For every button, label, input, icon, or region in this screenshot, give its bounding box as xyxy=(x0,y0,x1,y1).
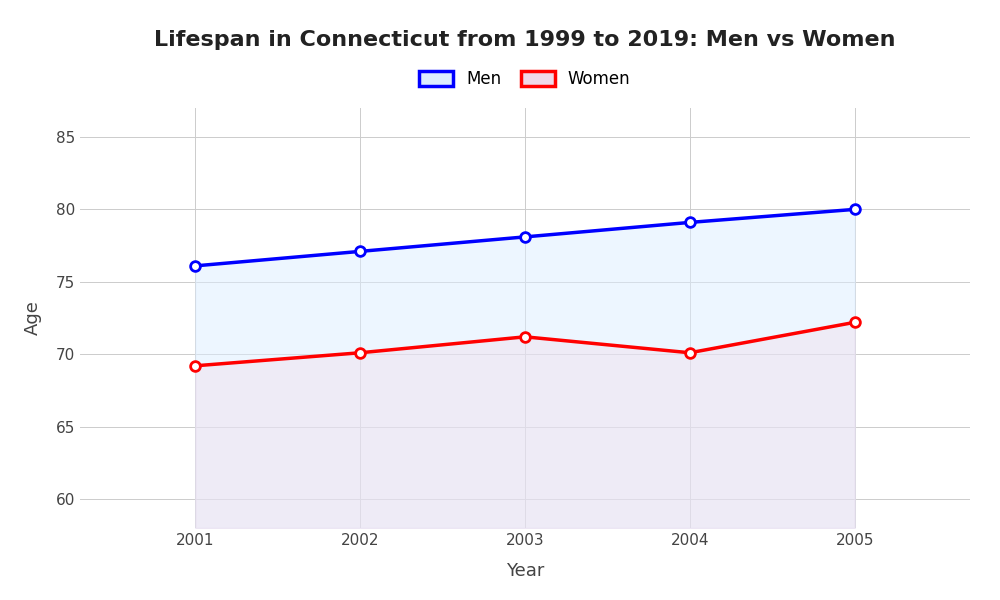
Legend: Men, Women: Men, Women xyxy=(411,62,639,97)
X-axis label: Year: Year xyxy=(506,562,544,580)
Title: Lifespan in Connecticut from 1999 to 2019: Men vs Women: Lifespan in Connecticut from 1999 to 201… xyxy=(154,29,896,49)
Y-axis label: Age: Age xyxy=(24,301,42,335)
